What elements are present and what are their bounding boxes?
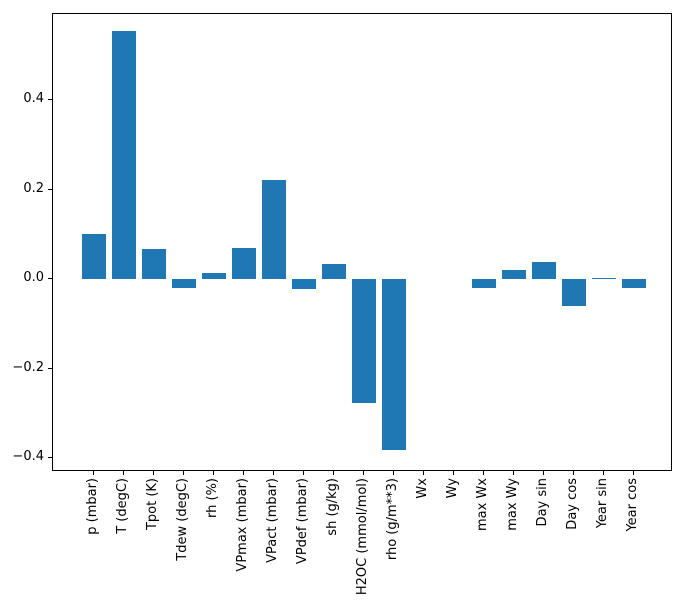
x-tick-mark — [333, 471, 334, 475]
x-tick-label: rho (g/m**3) — [385, 478, 401, 561]
bar-tdew-degc — [172, 279, 197, 288]
x-tick-label: T (degC) — [115, 478, 131, 534]
y-tick-mark — [48, 457, 52, 458]
y-tick-label: −0.2 — [12, 360, 44, 375]
x-tick-label: Day sin — [535, 478, 551, 527]
bar-max-wx — [472, 279, 497, 288]
bar-year-cos — [622, 279, 647, 288]
bar-day-cos — [562, 279, 587, 306]
x-tick-mark — [453, 471, 454, 475]
x-tick-mark — [183, 471, 184, 475]
x-tick-label: Year sin — [595, 478, 611, 529]
x-tick-label: p (mbar) — [85, 478, 101, 535]
y-tick-label: −0.4 — [12, 449, 44, 464]
x-tick-label: H2OC (mmol/mol) — [355, 478, 371, 596]
bar-tpot-k — [142, 249, 167, 279]
x-tick-mark — [273, 471, 274, 475]
x-tick-label: Year cos — [625, 478, 641, 532]
y-tick-label: 0.4 — [23, 91, 44, 106]
x-tick-label: VPmax (mbar) — [235, 478, 251, 572]
bar-rh — [202, 272, 227, 279]
x-tick-mark — [243, 471, 244, 475]
bar-vpact-mbar — [262, 179, 287, 279]
x-tick-mark — [483, 471, 484, 475]
x-tick-mark — [123, 471, 124, 475]
x-tick-mark — [543, 471, 544, 475]
bar-rho-g-m-3 — [382, 279, 407, 451]
x-tick-mark — [213, 471, 214, 475]
x-tick-label: rh (%) — [205, 478, 221, 518]
plot-area — [52, 13, 672, 471]
y-tick-mark — [48, 368, 52, 369]
bar-vpdef-mbar — [292, 279, 317, 290]
x-tick-label: VPdef (mbar) — [295, 478, 311, 565]
y-tick-mark — [48, 189, 52, 190]
x-tick-mark — [393, 471, 394, 475]
x-tick-label: Tpot (K) — [145, 478, 161, 531]
x-tick-mark — [573, 471, 574, 475]
x-tick-mark — [513, 471, 514, 475]
x-tick-label: max Wy — [505, 478, 521, 531]
bar-vpmax-mbar — [232, 247, 257, 279]
x-tick-label: sh (g/kg) — [325, 478, 341, 536]
x-tick-label: Day cos — [565, 478, 581, 530]
x-tick-label: VPact (mbar) — [265, 478, 281, 563]
bar-t-degc — [112, 31, 137, 279]
x-tick-mark — [633, 471, 634, 475]
bar-day-sin — [532, 262, 557, 279]
bar-sh-g-kg — [322, 263, 347, 279]
bar-p-mbar — [82, 234, 107, 279]
bar-h2oc-mmol-mol — [352, 279, 377, 403]
x-tick-mark — [363, 471, 364, 475]
y-tick-mark — [48, 278, 52, 279]
x-tick-mark — [303, 471, 304, 475]
x-tick-mark — [603, 471, 604, 475]
x-tick-mark — [93, 471, 94, 475]
bar-max-wy — [502, 270, 527, 279]
x-tick-label: Tdew (degC) — [175, 478, 191, 561]
y-tick-label: 0.2 — [23, 181, 44, 196]
x-tick-label: max Wx — [475, 478, 491, 532]
x-tick-label: Wy — [445, 478, 461, 499]
y-tick-mark — [48, 99, 52, 100]
bar-year-sin — [592, 278, 617, 279]
x-tick-label: Wx — [415, 478, 431, 499]
y-tick-label: 0.0 — [23, 270, 44, 285]
x-tick-mark — [423, 471, 424, 475]
x-tick-mark — [153, 471, 154, 475]
